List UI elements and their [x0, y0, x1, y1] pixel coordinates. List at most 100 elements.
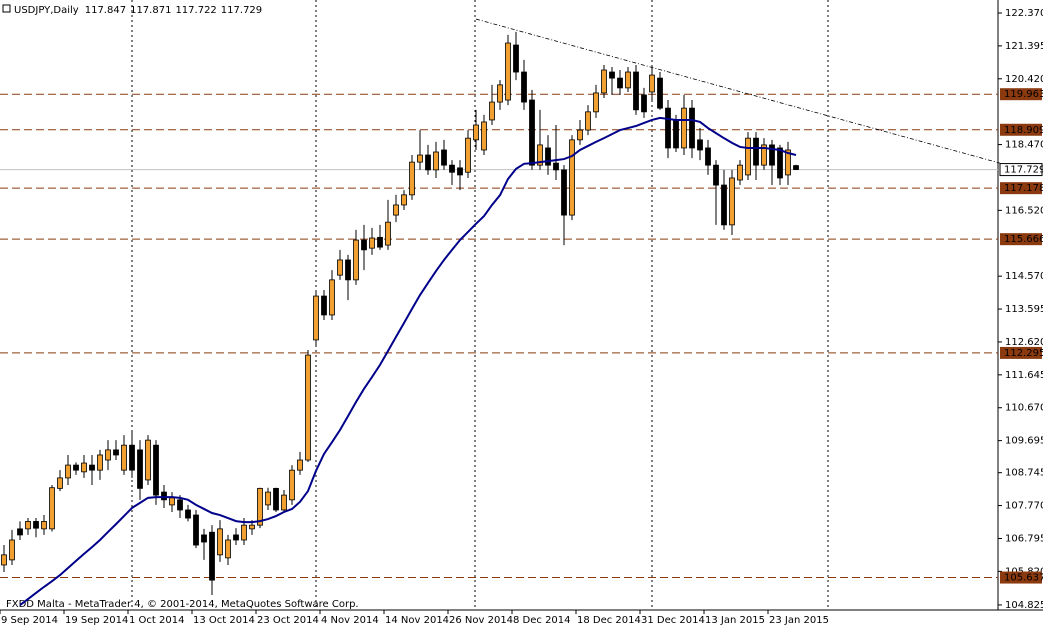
candle-body — [153, 444, 159, 496]
y-tick-label: 106.795 — [1005, 533, 1043, 544]
candle-body — [17, 528, 23, 536]
candle-body — [641, 94, 647, 113]
y-tick-label: 118.470 — [1005, 140, 1043, 151]
candle-body — [729, 177, 735, 226]
candle-body — [793, 165, 799, 170]
candle-body — [649, 74, 655, 93]
candle-body — [273, 487, 279, 511]
candle-body — [105, 449, 111, 461]
candle-body — [609, 71, 615, 79]
candle-body — [201, 534, 207, 543]
candle-body — [193, 514, 199, 546]
candle-body — [417, 154, 423, 163]
candle-body — [529, 99, 535, 166]
level-label-box — [1000, 346, 1042, 359]
header-value: 117.871 — [130, 5, 171, 16]
candle-body — [553, 162, 559, 171]
x-tick-label: 9 Sep 2014 — [1, 615, 58, 626]
candle-body — [665, 107, 671, 149]
y-tick-label: 110.670 — [1005, 403, 1043, 414]
candle-body — [137, 449, 143, 489]
x-tick-label: 26 Nov 2014 — [449, 615, 513, 626]
candle-body — [705, 147, 711, 166]
candle-body — [313, 295, 319, 341]
candle-body — [585, 111, 591, 131]
candle-body — [601, 69, 607, 94]
footer: FXDD Malta - MetaTrader 4, © 2001-2014, … — [6, 599, 359, 610]
candle-body — [425, 154, 431, 171]
x-tick-label: 23 Oct 2014 — [257, 615, 319, 626]
level-label: 112.295 — [1004, 348, 1043, 359]
candle-body — [353, 239, 359, 281]
level-label-box — [1000, 88, 1042, 101]
candle-body — [593, 92, 599, 113]
y-tick-label: 107.770 — [1005, 501, 1043, 512]
level-label-box — [1000, 233, 1042, 246]
candle-body — [9, 539, 15, 561]
candle-body — [225, 539, 231, 559]
y-tick-label: 109.695 — [1005, 436, 1043, 447]
candle-body — [233, 534, 239, 541]
candle-body — [377, 236, 383, 248]
y-tick-label: 108.745 — [1005, 468, 1043, 479]
header-value: 117.722 — [175, 5, 216, 16]
candle-body — [545, 147, 551, 166]
candle-body — [217, 528, 223, 556]
y-tick-label: 113.595 — [1005, 304, 1043, 315]
candle-body — [329, 279, 335, 316]
candle-body — [441, 149, 447, 166]
candle-body — [345, 259, 351, 281]
candle-body — [433, 151, 439, 171]
candle-body — [65, 464, 71, 479]
candle-body — [785, 149, 791, 176]
candle-body — [89, 464, 95, 471]
chart-title: USDJPY,Daily — [14, 5, 79, 16]
candle-body — [81, 462, 87, 473]
candle-body — [393, 204, 399, 216]
candle-body — [321, 295, 327, 316]
candle-body — [337, 259, 343, 276]
candle-body — [625, 71, 631, 89]
x-tick-label: 8 Dec 2014 — [513, 615, 571, 626]
candle-body — [617, 77, 623, 89]
candle-body — [473, 124, 479, 141]
candle-body — [25, 521, 31, 530]
candle-body — [161, 491, 167, 501]
x-tick-label: 14 Nov 2014 — [385, 615, 449, 626]
level-label: 115.666 — [1004, 234, 1043, 245]
candle-body — [241, 524, 247, 541]
candle-body — [33, 521, 39, 529]
candle-body — [209, 531, 215, 581]
header-value: 117.729 — [221, 5, 262, 16]
y-tick-label: 120.420 — [1005, 74, 1043, 85]
candle-body — [673, 119, 679, 149]
y-tick-label: 112.620 — [1005, 337, 1043, 348]
candle-body — [737, 164, 743, 181]
trendline — [475, 18, 1001, 164]
candle-body — [521, 71, 527, 103]
candle-body — [537, 144, 543, 166]
candle-body — [305, 354, 311, 461]
candle-body — [761, 144, 767, 166]
level-label-box — [1000, 182, 1042, 195]
candle-body — [265, 491, 271, 506]
level-label: 119.963 — [1004, 89, 1043, 100]
y-tick-label: 122.370 — [1005, 8, 1043, 19]
candle-body — [633, 71, 639, 111]
x-tick-label: 13 Oct 2014 — [193, 615, 255, 626]
candle-body — [257, 487, 263, 526]
candle-body — [753, 137, 759, 166]
candle-body — [681, 107, 687, 149]
candle-body — [465, 137, 471, 173]
level-label-box — [1000, 123, 1042, 136]
candle-body — [721, 184, 727, 226]
candle-body — [49, 487, 55, 530]
candle-body — [169, 497, 175, 506]
candle-body — [569, 139, 575, 216]
candle-body — [177, 499, 183, 511]
y-tick-label: 121.395 — [1005, 41, 1043, 52]
candle-body — [689, 107, 695, 149]
y-tick-label: 116.520 — [1005, 205, 1043, 216]
candle-body — [145, 439, 151, 481]
candle-body — [401, 194, 407, 206]
